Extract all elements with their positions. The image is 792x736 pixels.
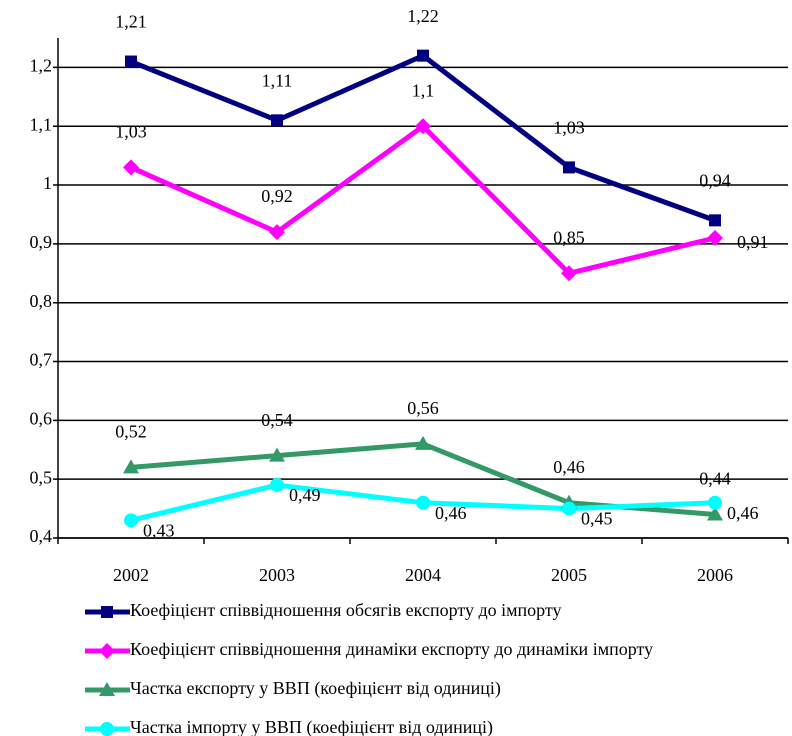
- legend-marker: [99, 643, 115, 659]
- legend-label: Коефіцієнт співвідношення обсягів експор…: [130, 600, 562, 620]
- y-tick-label: 1: [43, 173, 52, 193]
- data-label: 1,03: [115, 122, 147, 142]
- data-label: 0,94: [699, 170, 731, 190]
- y-tick-label: 0,8: [30, 291, 53, 311]
- data-label: 0,85: [553, 227, 585, 247]
- y-tick-label: 0,7: [30, 350, 53, 370]
- x-tick-label: 2006: [697, 565, 733, 585]
- series-line: [129, 123, 716, 276]
- data-label: 1,21: [115, 12, 147, 32]
- point: [125, 55, 137, 68]
- point: [123, 459, 139, 474]
- y-tick-label: 1,2: [30, 56, 53, 76]
- y-tick-label: 0,9: [30, 232, 53, 252]
- legend-marker: [100, 722, 114, 736]
- x-tick-label: 2004: [405, 565, 441, 585]
- point: [269, 447, 285, 462]
- y-tick-label: 0,4: [30, 526, 53, 546]
- data-label: 0,46: [435, 503, 467, 523]
- point: [561, 265, 577, 282]
- point: [708, 495, 722, 510]
- data-label: 0,44: [699, 469, 731, 489]
- point: [562, 501, 576, 516]
- data-label: 0,46: [553, 457, 585, 477]
- data-label: 0,43: [143, 520, 175, 540]
- point: [415, 435, 431, 450]
- y-tick-label: 0,5: [30, 467, 53, 487]
- data-label: 1,1: [412, 80, 435, 100]
- data-label: 0,49: [289, 485, 321, 505]
- point: [416, 495, 430, 510]
- legend-marker: [101, 606, 113, 618]
- x-tick-label: 2005: [551, 565, 587, 585]
- data-label: 0,45: [581, 509, 613, 529]
- x-tick-label: 2002: [113, 565, 149, 585]
- y-tick-label: 1,1: [30, 114, 53, 134]
- point: [124, 513, 138, 528]
- point: [563, 161, 575, 174]
- legend-label: Частка експорту у ВВП (коефіцієнт від од…: [130, 678, 501, 699]
- legend-label: Коефіцієнт співвідношення динаміки експо…: [130, 639, 653, 659]
- data-label: 0,54: [261, 410, 293, 430]
- data-label: 0,52: [115, 422, 147, 442]
- data-label: 1,11: [262, 70, 293, 90]
- legend-label: Частка імпорту у ВВП (коефіцієнт від оди…: [130, 717, 493, 736]
- point: [707, 230, 723, 246]
- point: [707, 506, 723, 521]
- point: [709, 214, 721, 227]
- y-tick-label: 0,6: [30, 408, 53, 428]
- data-label: 0,91: [737, 232, 769, 252]
- point: [417, 49, 429, 62]
- point: [123, 159, 139, 176]
- point: [269, 224, 285, 241]
- data-label: 1,03: [553, 118, 585, 138]
- point: [270, 478, 284, 493]
- legend-marker: [99, 682, 115, 696]
- data-label: 0,46: [727, 503, 759, 523]
- point: [415, 118, 431, 135]
- point: [271, 114, 283, 127]
- x-tick-label: 2003: [259, 565, 295, 585]
- data-label: 0,56: [407, 398, 439, 418]
- data-label: 1,22: [407, 6, 439, 26]
- data-label: 0,92: [261, 186, 293, 206]
